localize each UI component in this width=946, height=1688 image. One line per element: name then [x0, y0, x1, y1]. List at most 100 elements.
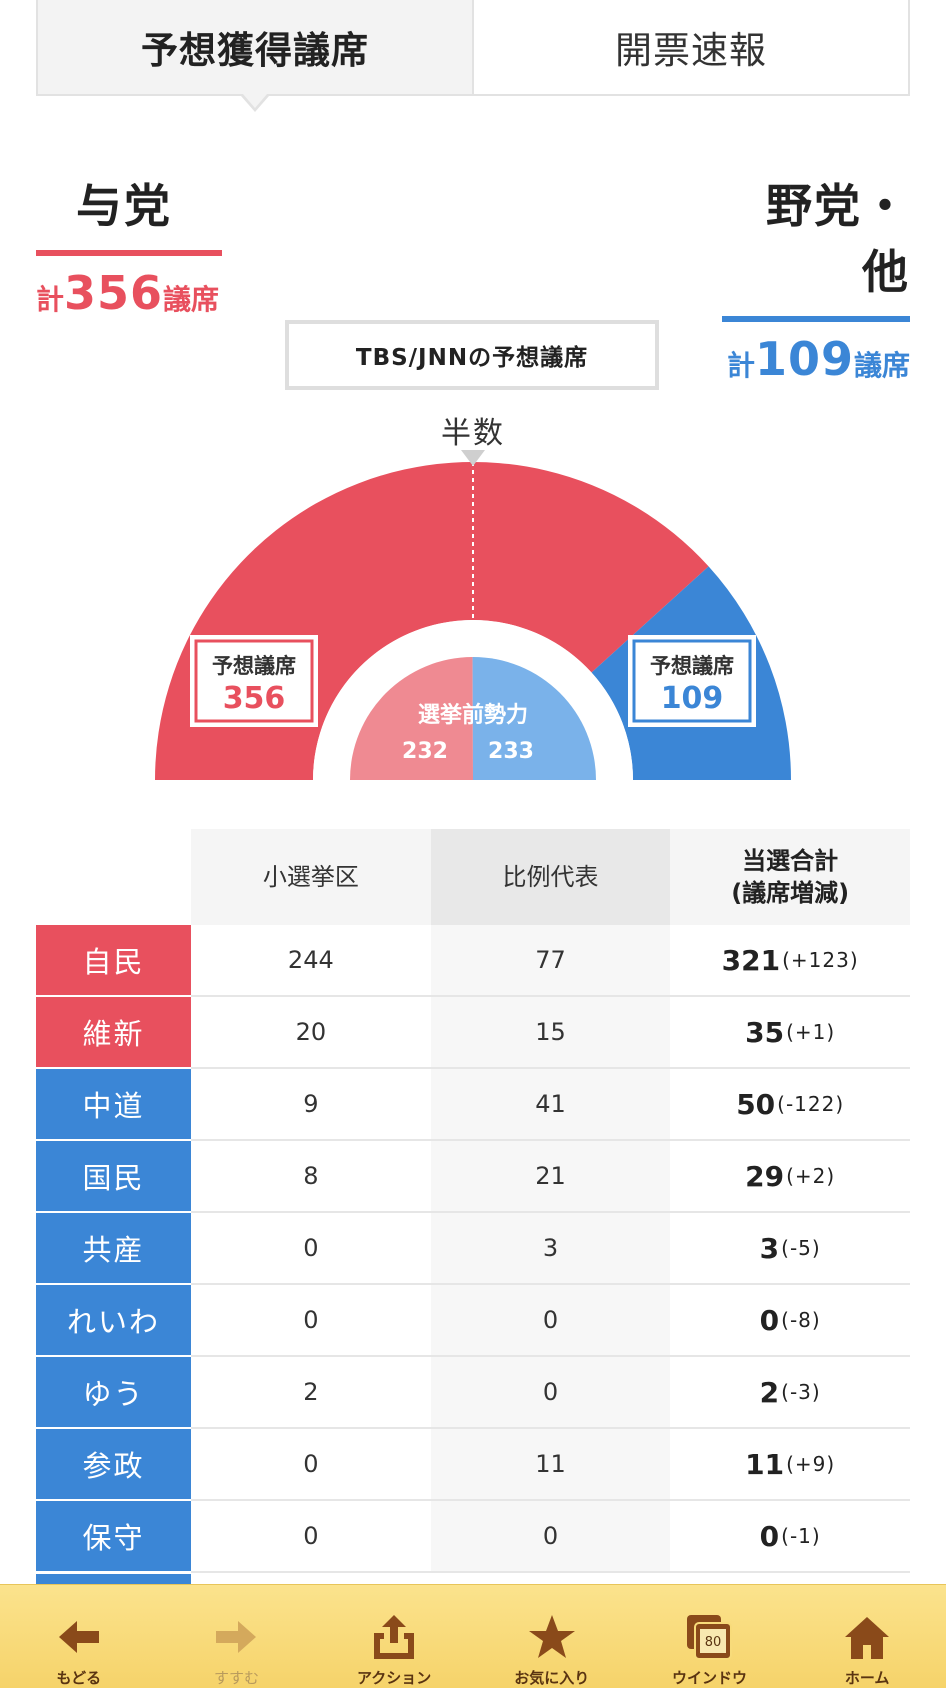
pre-election-opposition-value: 233 — [488, 739, 534, 764]
total-seat-count: 3 — [759, 1231, 780, 1265]
total-seat-count: 11 — [745, 1447, 785, 1481]
proportional-seats: 0 — [430, 1357, 671, 1427]
table-header: 小選挙区 比例代表 当選合計 (議席増減) — [191, 829, 911, 925]
header-total-line1: 当選合計 — [742, 846, 839, 875]
seat-change: (-122) — [777, 1092, 845, 1116]
district-seats: 9 — [303, 1090, 319, 1118]
window-button[interactable]: 80 ウインドウ — [644, 1585, 774, 1688]
proportional-seats: 15 — [430, 997, 671, 1067]
party-name: 共産 — [36, 1213, 191, 1285]
proportional-seats: 0 — [430, 1285, 671, 1355]
action-label: アクション — [357, 1669, 432, 1687]
party-name: 自民 — [36, 925, 191, 997]
opposition-forecast-box-inner — [632, 639, 752, 723]
share-icon — [374, 1615, 415, 1659]
table-row: 保守 0 0 0 (-1) — [36, 1501, 910, 1573]
ruling-total: 計356議席 — [36, 266, 222, 320]
total-seat-count: 321 — [721, 943, 781, 977]
header-total-line2: (議席増減) — [731, 879, 850, 907]
proportional-seats: 41 — [430, 1069, 671, 1139]
header-district: 小選挙区 — [191, 829, 431, 925]
total-seat-count: 50 — [736, 1087, 776, 1121]
pre-election-label: 選挙前勢力 — [418, 702, 528, 728]
table-row: れいわ 0 0 0 (-8) — [36, 1285, 910, 1357]
party-name: れいわ — [36, 1285, 191, 1357]
ruling-coalition-name: 与党 — [76, 179, 172, 233]
majority-label: 半数 — [441, 416, 505, 451]
district-seats: 244 — [287, 946, 334, 974]
proportional-seats: 11 — [430, 1429, 671, 1499]
header-total: 当選合計 (議席増減) — [670, 829, 911, 925]
ruling-underline — [36, 250, 222, 256]
seat-change: (+123) — [782, 948, 859, 972]
seat-change: (+1) — [786, 1020, 836, 1044]
forward-button[interactable]: すすむ — [171, 1585, 301, 1688]
party-name: 維新 — [36, 997, 191, 1069]
ruling-forecast-box-inner — [194, 639, 314, 723]
ruling-total-suffix: 議席 — [163, 283, 220, 316]
total-seat-count: 35 — [745, 1015, 785, 1049]
chart-inner-gap — [313, 620, 633, 780]
total-seats: 0 (-1) — [670, 1501, 910, 1571]
table-row: 維新 20 15 35 (+1) — [36, 997, 910, 1069]
ruling-forecast-box-value: 356 — [223, 681, 286, 716]
table-row: 中道 9 41 50 (-122) — [36, 1069, 910, 1141]
star-icon — [528, 1615, 575, 1658]
tab-forecast-label: 予想獲得議席 — [141, 29, 369, 72]
tab-results-flash[interactable]: 開票速報 — [474, 0, 908, 94]
district-seats: 0 — [303, 1234, 319, 1262]
proportional-seats: 21 — [430, 1141, 671, 1211]
table-row: 国民 8 21 29 (+2) — [36, 1141, 910, 1213]
pre-election-ruling-value: 232 — [402, 739, 448, 764]
ruling-forecast-box-label: 予想議席 — [212, 654, 296, 678]
home-icon — [845, 1617, 890, 1659]
back-button[interactable]: もどる — [14, 1585, 144, 1688]
forward-label: すすむ — [213, 1669, 259, 1687]
district-seats: 0 — [303, 1522, 319, 1550]
party-name: 保守 — [36, 1501, 191, 1573]
total-seats: 3 (-5) — [670, 1213, 910, 1283]
active-tab-pointer — [241, 94, 269, 112]
opposition-forecast-box-value: 109 — [661, 681, 724, 716]
ruling-total-prefix: 計 — [36, 283, 65, 316]
favorites-label: お気に入り — [514, 1669, 590, 1687]
tab-forecast-seats[interactable]: 予想獲得議席 — [38, 0, 474, 112]
opposition-total-prefix: 計 — [726, 349, 755, 382]
windows-icon: 80 — [687, 1615, 733, 1660]
arrow-right-icon — [216, 1621, 257, 1653]
total-seats: 2 (-3) — [670, 1357, 910, 1427]
chart-title: TBS/JNNの予想議席 — [285, 320, 659, 390]
pre-election-ruling-slice — [350, 657, 473, 780]
home-label: ホーム — [844, 1669, 890, 1687]
back-label: もどる — [56, 1669, 102, 1687]
seat-change: (+2) — [786, 1164, 836, 1188]
browser-toolbar: もどる すすむ アクション お気に入り 80 ウインドウ ホーム — [0, 1584, 946, 1688]
total-seat-count: 0 — [759, 1303, 780, 1337]
table-row: 共産 0 3 3 (-5) — [36, 1213, 910, 1285]
action-button[interactable]: アクション — [329, 1585, 459, 1688]
party-name: 中道 — [36, 1069, 191, 1141]
total-seats: 0 (-8) — [670, 1285, 910, 1355]
total-seats: 50 (-122) — [670, 1069, 910, 1139]
tab-bar: 予想獲得議席 開票速報 — [36, 0, 910, 112]
seat-change: (-1) — [781, 1524, 821, 1548]
total-seats: 29 (+2) — [670, 1141, 910, 1211]
favorites-button[interactable]: お気に入り — [487, 1585, 617, 1688]
opposition-total: 計109議席 — [722, 332, 910, 386]
proportional-seats: 0 — [430, 1501, 671, 1571]
proportional-seats: 3 — [430, 1213, 671, 1283]
seat-change: (+9) — [786, 1452, 836, 1476]
total-seats: 35 (+1) — [670, 997, 910, 1067]
party-name: ゆう — [36, 1357, 191, 1429]
party-name: 参政 — [36, 1429, 191, 1501]
results-table: 自民 244 77 321 (+123) 維新 20 15 35 (+1) 中道 9 41 50 (-122… — [36, 925, 910, 1573]
proportional-seats: 77 — [430, 925, 671, 995]
opposition-name: 野党・他 — [766, 179, 910, 299]
tab-results-label: 開票速報 — [615, 29, 767, 72]
arrow-left-icon — [58, 1621, 99, 1653]
majority-pointer — [461, 450, 485, 466]
seat-change: (-3) — [781, 1380, 821, 1404]
total-seat-count: 29 — [745, 1159, 785, 1193]
home-button[interactable]: ホーム — [802, 1585, 932, 1688]
total-seat-count: 2 — [759, 1375, 780, 1409]
